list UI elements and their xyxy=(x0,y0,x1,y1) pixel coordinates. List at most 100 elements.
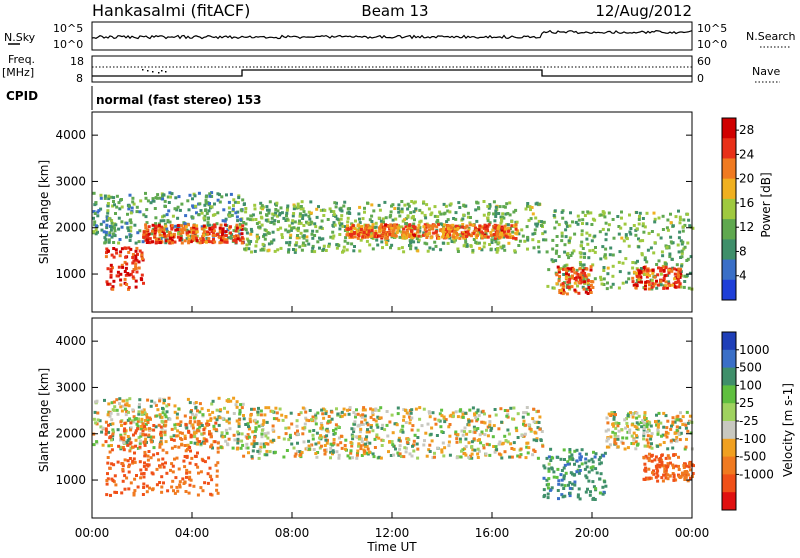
echo-cell xyxy=(553,226,557,230)
echo-cell xyxy=(289,233,293,237)
echo-cell xyxy=(199,442,203,446)
echo-cell xyxy=(476,427,480,430)
echo-cell xyxy=(214,428,218,432)
echo-cell xyxy=(603,253,607,257)
cpid-text: normal (fast stereo) 153 xyxy=(96,93,262,107)
echo-cell xyxy=(139,434,143,438)
echo-cell xyxy=(119,278,123,282)
echo-cell xyxy=(564,228,568,232)
echo-cell xyxy=(381,246,384,250)
echo-cell xyxy=(310,232,314,236)
echo-cell xyxy=(565,292,569,296)
echo-cell xyxy=(299,207,303,211)
echo-cell xyxy=(617,286,621,290)
echo-cell xyxy=(354,219,357,223)
echo-cell xyxy=(402,415,406,419)
echo-cell xyxy=(666,473,670,477)
echo-cell xyxy=(482,213,486,217)
echo-cell xyxy=(555,244,559,247)
echo-cell xyxy=(637,278,641,282)
echo-cell xyxy=(448,423,452,426)
echo-cell xyxy=(493,450,497,454)
echo-cell xyxy=(578,275,582,279)
colorbar-swatch xyxy=(722,421,736,440)
echo-cell xyxy=(284,228,288,232)
echo-cell xyxy=(165,213,169,217)
echo-cell xyxy=(129,225,133,229)
echo-cell xyxy=(642,423,646,427)
echo-cell xyxy=(292,446,296,450)
echo-cell xyxy=(523,239,527,243)
echo-cell xyxy=(327,242,331,246)
echo-cell xyxy=(424,229,428,233)
echo-cell xyxy=(251,449,255,453)
echo-cell xyxy=(526,441,530,445)
echo-cell xyxy=(639,421,643,424)
echo-cell xyxy=(605,287,609,291)
echo-cell xyxy=(581,269,585,273)
echo-cell xyxy=(231,446,235,450)
echo-cell xyxy=(627,412,630,416)
echo-cell xyxy=(110,462,114,466)
echo-cell xyxy=(385,230,389,234)
echo-cell xyxy=(203,460,207,464)
echo-cell xyxy=(279,226,283,230)
echo-cell xyxy=(488,453,492,457)
echo-cell xyxy=(212,229,216,233)
echo-cell xyxy=(464,437,468,441)
echo-cell xyxy=(266,218,270,222)
echo-cell xyxy=(221,227,225,231)
echo-cell xyxy=(547,477,551,481)
echo-cell xyxy=(202,428,206,432)
echo-cell xyxy=(153,235,157,239)
echo-cell xyxy=(175,456,179,460)
echo-cell xyxy=(486,434,490,438)
echo-cell xyxy=(497,241,501,245)
echo-cell xyxy=(124,266,128,270)
echo-cell xyxy=(422,200,426,204)
echo-cell xyxy=(583,271,587,275)
echo-cell xyxy=(151,223,155,227)
echo-cell xyxy=(227,417,231,421)
echo-cell xyxy=(527,446,531,450)
echo-cell xyxy=(344,438,348,442)
echo-cell xyxy=(656,425,660,429)
echo-cell xyxy=(260,223,264,227)
echo-cell xyxy=(428,231,431,235)
echo-cell xyxy=(120,436,124,440)
echo-cell xyxy=(345,233,349,237)
echo-cell xyxy=(189,227,193,231)
echo-cell xyxy=(453,227,457,231)
echo-cell xyxy=(612,236,616,240)
echo-cell xyxy=(349,449,353,453)
echo-cell xyxy=(660,250,664,254)
echo-cell xyxy=(578,267,582,271)
echo-cell xyxy=(418,229,422,233)
echo-cell xyxy=(424,431,428,435)
echo-cell xyxy=(601,492,605,496)
echo-cell xyxy=(385,243,389,246)
echo-cell xyxy=(637,273,641,277)
echo-cell xyxy=(206,419,210,423)
echo-cell xyxy=(653,282,657,286)
echo-cell xyxy=(552,475,556,479)
echo-cell xyxy=(661,228,665,231)
echo-cell xyxy=(93,410,97,414)
echo-cell xyxy=(94,224,98,228)
echo-cell xyxy=(627,244,631,248)
echo-cell xyxy=(463,452,467,456)
echo-cell xyxy=(207,456,211,460)
echo-cell xyxy=(476,456,480,459)
echo-cell xyxy=(346,227,350,231)
echo-cell xyxy=(670,424,673,428)
echo-cell xyxy=(599,275,603,279)
echo-cell xyxy=(442,202,446,206)
echo-cell xyxy=(542,220,546,224)
echo-cell xyxy=(142,235,146,239)
echo-cell xyxy=(191,231,195,235)
echo-cell xyxy=(203,203,207,207)
echo-cell xyxy=(176,489,180,493)
echo-cell xyxy=(591,263,595,267)
freq-tick-bottom: 8 xyxy=(76,72,83,85)
echo-cell xyxy=(107,240,111,244)
